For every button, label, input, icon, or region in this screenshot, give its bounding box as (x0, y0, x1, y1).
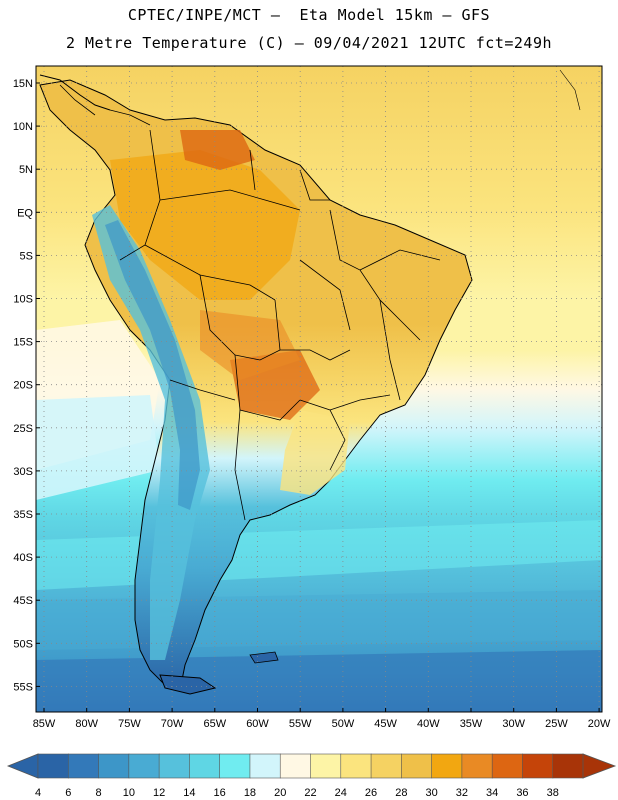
colorbar-label: 18 (244, 787, 256, 799)
lon-tick-label: 20W (588, 718, 611, 730)
lat-tick-label: 15N (13, 78, 33, 90)
lon-tick-label: 80W (75, 718, 98, 730)
colorbar-swatch (279, 753, 312, 779)
lat-tick-label: 45S (13, 595, 33, 607)
colorbar-label: 30 (425, 787, 437, 799)
colorbar-swatch (189, 753, 221, 779)
colorbar-label: 14 (183, 787, 195, 799)
colorbar-label: 36 (516, 787, 528, 799)
longitude-axis: 85W 80W 75W 70W 65W 60W 55W 50W 45W 40W 35W 30W 25W 2… (33, 708, 611, 730)
lon-tick-label: 85W (33, 718, 56, 730)
colorbar-swatch (158, 753, 190, 779)
colorbar-swatch (552, 753, 584, 779)
lon-tick-label: 70W (161, 718, 184, 730)
colorbar-label: 32 (456, 787, 468, 799)
lon-tick-label: 35W (460, 718, 483, 730)
colorbar-under-arrow (6, 753, 39, 779)
colorbar-label: 34 (486, 787, 498, 799)
colorbar-swatch (249, 753, 281, 779)
colorbar-swatch (431, 753, 463, 779)
colorbar-swatch (370, 753, 402, 779)
colorbar-swatch (401, 753, 433, 779)
colorbar-swatch (461, 753, 493, 779)
lon-tick-label: 30W (502, 718, 525, 730)
colorbar-label: 8 (95, 787, 101, 799)
country-borders (119, 129, 441, 521)
colorbar-label: 4 (35, 787, 41, 799)
colorbar-swatch (128, 753, 160, 779)
colorbar-swatch (491, 753, 524, 779)
map-title: CPTEC/INPE/MCT – Eta Model 15km – GFS (127, 6, 491, 24)
colorbar-label: 10 (123, 787, 135, 799)
colorbar-label: 12 (153, 787, 165, 799)
lon-tick-label: 40W (417, 718, 440, 730)
colorbar-over-arrow (582, 753, 617, 779)
colorbar-label: 28 (395, 787, 407, 799)
lat-tick-label: EQ (17, 207, 33, 219)
lat-tick-label: 5S (20, 250, 33, 262)
colorbar-swatch (98, 753, 130, 779)
map-frame (35, 65, 603, 713)
lat-tick-label: 5N (19, 164, 33, 176)
lat-tick-label: 55S (13, 681, 33, 693)
colorbar-label: 6 (65, 787, 71, 799)
lon-tick-label: 25W (545, 718, 568, 730)
lat-tick-label: 15S (13, 337, 33, 349)
map-subtitle: 2 Metre Temperature (C) – 09/04/2021 12U… (65, 34, 553, 52)
lat-tick-label: 40S (13, 552, 33, 564)
map-area (36, 66, 602, 712)
temperature-colorbar: 4 6 8 10 12 14 16 18 20 22 24 26 28 30 32 34 36 38 (6, 753, 617, 799)
colorbar-label: 22 (304, 787, 316, 799)
lon-tick-label: 65W (203, 718, 226, 730)
colorbar-label: 20 (274, 787, 286, 799)
colorbar-label: 16 (214, 787, 226, 799)
lon-tick-label: 60W (246, 718, 269, 730)
lat-tick-label: 50S (13, 638, 33, 650)
colorbar-label: 26 (365, 787, 377, 799)
lon-tick-label: 55W (289, 718, 312, 730)
lon-tick-label: 45W (374, 718, 397, 730)
lon-tick-label: 75W (118, 718, 141, 730)
lat-tick-label: 20S (13, 380, 33, 392)
lon-tick-label: 50W (332, 718, 355, 730)
lat-tick-label: 35S (13, 509, 33, 521)
colorbar-label: 24 (335, 787, 347, 799)
colorbar-swatch (37, 753, 69, 779)
lat-tick-label: 30S (13, 466, 33, 478)
colorbar-swatch (67, 753, 100, 779)
lat-tick-label: 10N (13, 121, 33, 133)
colorbar-swatch (522, 753, 554, 779)
latitude-axis: 15N 10N 5N EQ 5S 10S 15S 20S 25S 30S 35S 40S 45S 50S 5… (13, 78, 40, 693)
colorbar-swatch (340, 753, 372, 779)
colorbar-label: 38 (547, 787, 559, 799)
lat-tick-label: 25S (13, 423, 33, 435)
lat-tick-label: 10S (13, 294, 33, 306)
colorbar-swatch (219, 753, 251, 779)
colorbar-swatch (310, 753, 342, 779)
